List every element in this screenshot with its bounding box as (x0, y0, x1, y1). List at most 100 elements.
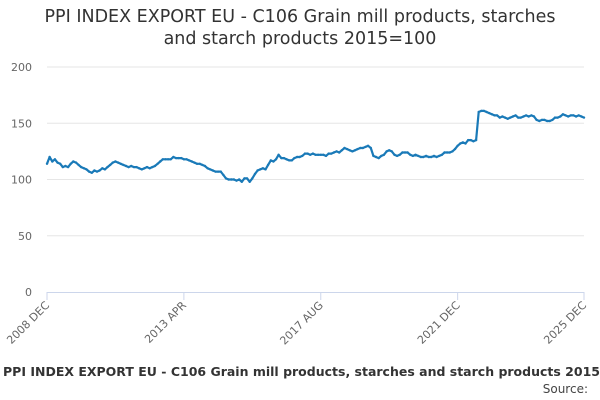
data-point (140, 168, 143, 171)
data-point (253, 172, 257, 176)
data-point (351, 150, 354, 153)
data-point (582, 116, 586, 119)
x-axis: 2008 DEC 2013 APR 2017 AUG 2021 DEC 2025 DEC (4, 292, 589, 347)
data-point (122, 163, 125, 167)
data-point (469, 138, 472, 142)
data-point (401, 151, 404, 154)
data-point (238, 178, 241, 181)
data-point (374, 155, 378, 159)
data-point (345, 147, 349, 151)
data-point (338, 151, 341, 154)
data-point (553, 116, 557, 119)
data-point (517, 116, 520, 119)
data-point (293, 156, 296, 160)
x-tick-label-2: 2017 AUG (277, 299, 326, 348)
chart-title: PPI INDEX EXPORT EU - C106 Grain mill pr… (0, 6, 600, 50)
data-point (316, 153, 320, 156)
data-point (501, 115, 504, 118)
data-point (277, 153, 280, 156)
data-point (243, 177, 246, 180)
data-point (53, 158, 57, 161)
data-point (95, 170, 99, 173)
data-point (551, 118, 554, 122)
data-point (343, 146, 346, 150)
data-point (474, 138, 478, 142)
x-tick-label-0: 2008 DEC (4, 299, 52, 347)
data-point (166, 158, 170, 161)
data-point (114, 160, 117, 163)
data-point (477, 110, 480, 114)
y-tick-label-50: 50 (18, 230, 32, 243)
data-point (209, 168, 212, 171)
data-point (443, 151, 446, 154)
data-point (101, 167, 104, 170)
data-point (567, 115, 570, 118)
data-point (261, 167, 265, 170)
data-point (332, 151, 336, 154)
data-point (45, 162, 49, 165)
data-point (201, 163, 204, 167)
data-point (511, 115, 515, 118)
data-point (51, 160, 54, 163)
data-point (540, 118, 544, 122)
data-point (159, 160, 162, 163)
data-point (203, 164, 207, 168)
data-point (485, 110, 488, 114)
data-point (361, 146, 365, 150)
data-point (314, 153, 317, 156)
data-point (322, 153, 325, 156)
data-point (164, 158, 167, 161)
data-point (185, 158, 188, 161)
data-point (169, 158, 172, 161)
data-point (572, 114, 575, 117)
data-point (459, 142, 462, 145)
data-point (461, 141, 465, 144)
data-point (498, 116, 501, 119)
data-point (69, 162, 72, 165)
data-point (532, 115, 536, 118)
data-point (172, 155, 175, 159)
data-point (430, 155, 433, 159)
data-point (524, 114, 528, 117)
data-point (93, 169, 96, 172)
data-point (369, 146, 372, 150)
data-point (538, 119, 541, 123)
data-point (61, 165, 64, 169)
data-point (301, 154, 304, 158)
data-point (327, 152, 330, 155)
data-point (390, 150, 393, 153)
data-point (445, 151, 449, 154)
y-tick-label-100: 100 (11, 174, 32, 187)
data-point (153, 164, 157, 168)
data-point (259, 168, 262, 171)
data-point (251, 177, 254, 180)
data-point (472, 140, 475, 143)
data-point (245, 177, 249, 180)
data-point (285, 158, 288, 161)
data-point (464, 142, 467, 145)
data-point (280, 156, 283, 160)
x-tick-label-1: 2013 APR (142, 299, 189, 346)
data-point (432, 154, 436, 158)
data-point (569, 114, 572, 117)
data-point (495, 114, 499, 117)
data-point (174, 156, 178, 160)
data-point (269, 159, 272, 162)
data-point (77, 163, 80, 167)
y-axis-tick-labels: 0 50 100 150 200 (11, 61, 32, 299)
data-point (377, 156, 380, 160)
data-point (409, 153, 412, 156)
data-point (490, 113, 494, 116)
data-point (419, 155, 422, 159)
data-point (348, 149, 351, 152)
y-tick-label-150: 150 (11, 117, 32, 130)
data-point (135, 165, 138, 169)
data-point (177, 156, 180, 160)
data-point (298, 155, 301, 159)
data-point (522, 115, 525, 118)
data-point (151, 165, 154, 169)
data-point (224, 177, 228, 180)
data-point (398, 153, 401, 156)
data-point (187, 159, 191, 162)
data-point (440, 153, 444, 156)
